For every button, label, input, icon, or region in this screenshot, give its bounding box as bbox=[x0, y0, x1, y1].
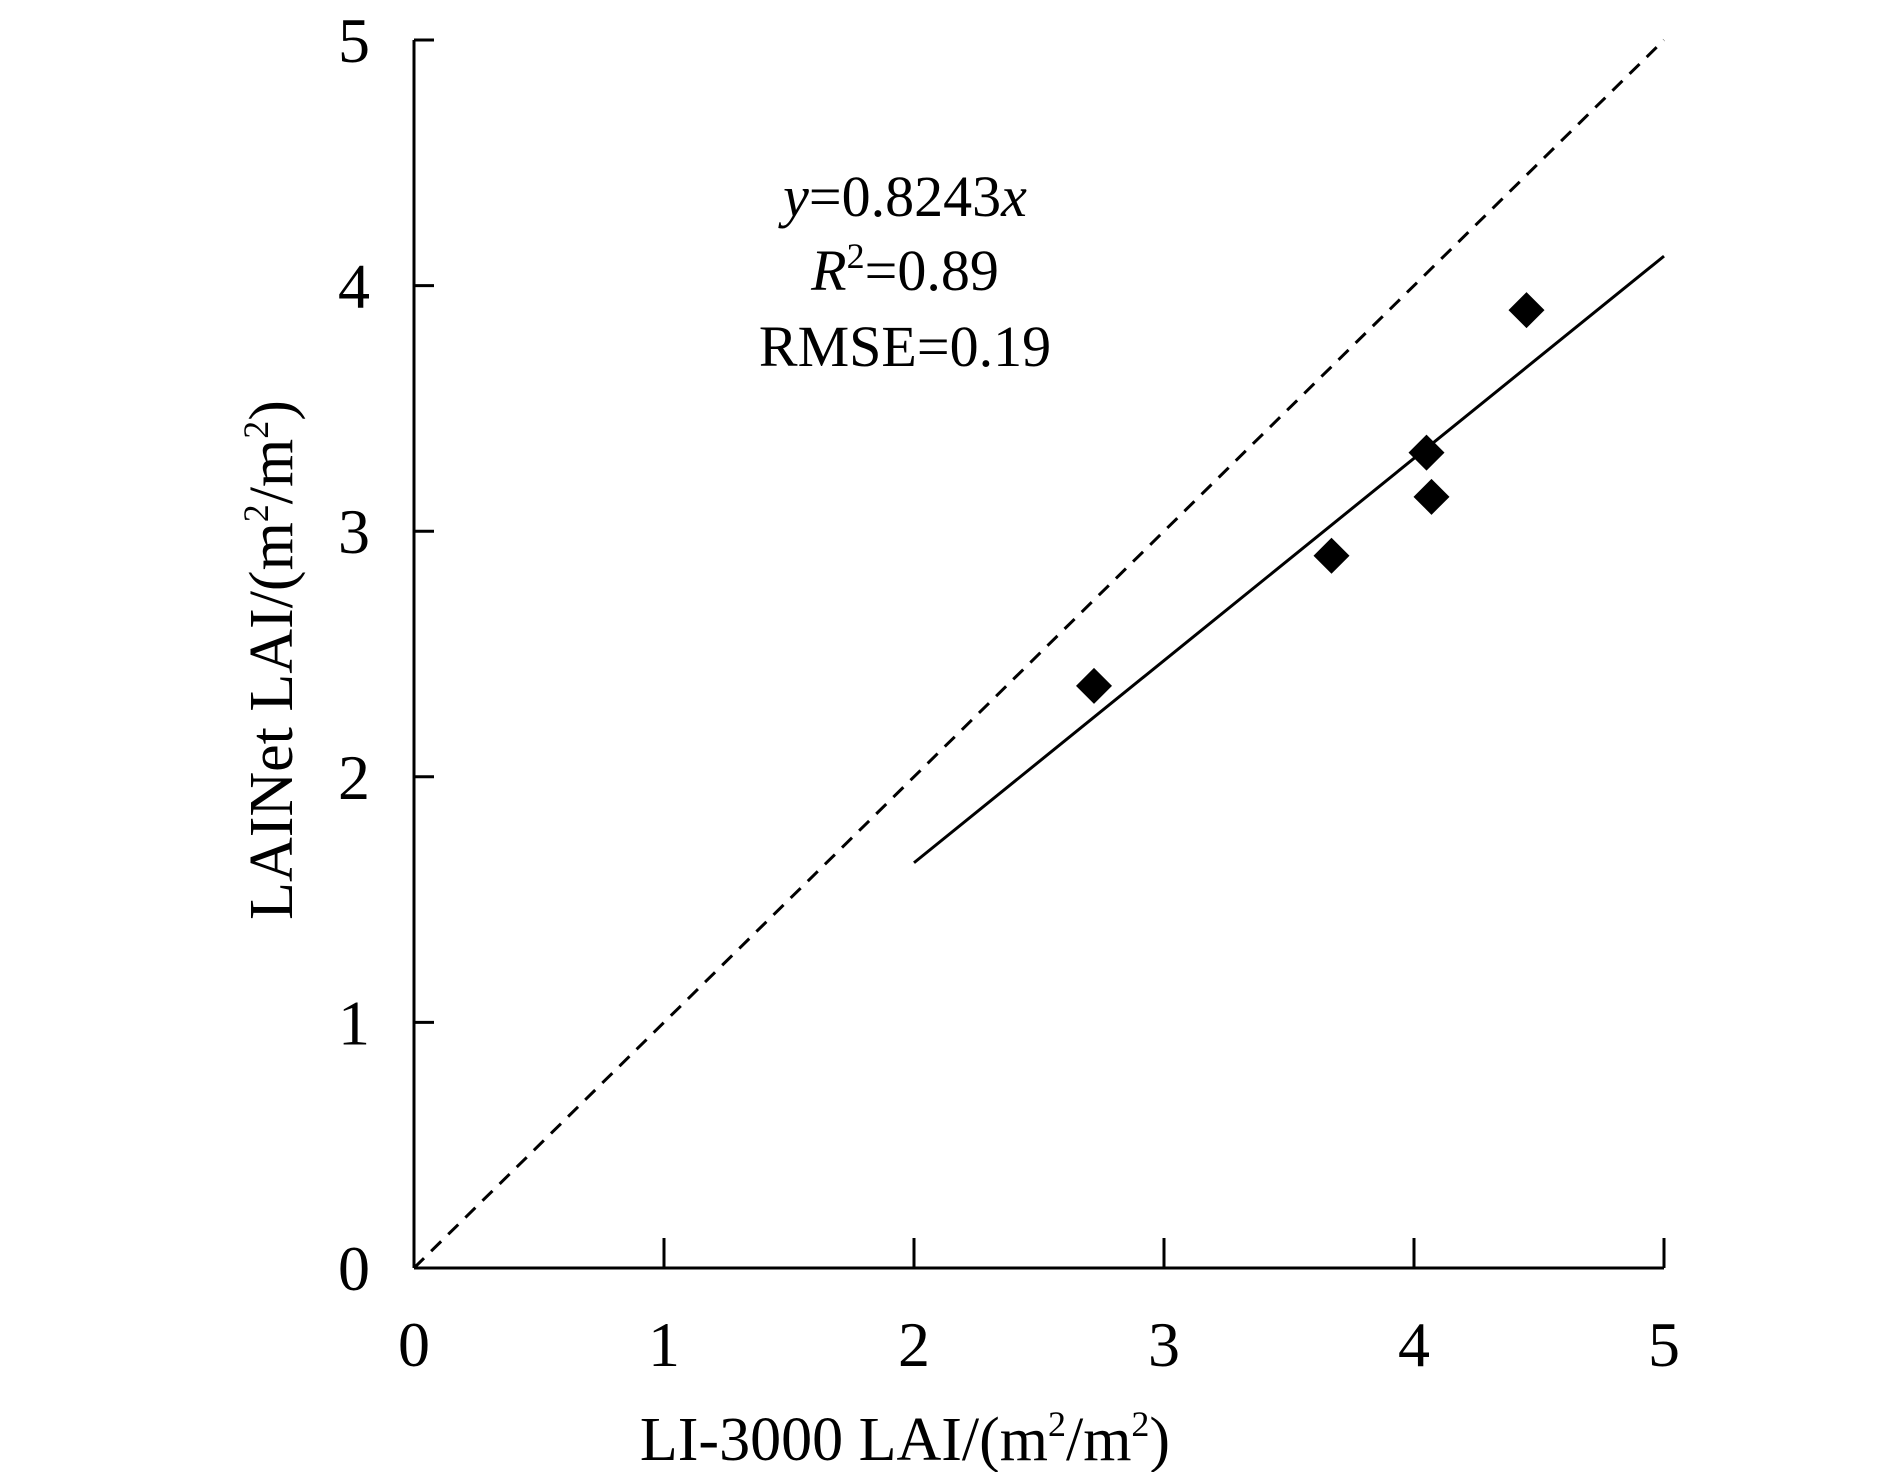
r-squared-var: R bbox=[810, 238, 846, 303]
x-axis-title-end: ) bbox=[1149, 1406, 1170, 1472]
y-tick-label: 2 bbox=[338, 742, 370, 813]
reference-lines bbox=[412, 38, 1666, 1270]
x-axis-ticks: 0 1 2 3 4 5 bbox=[398, 1238, 1680, 1380]
x-axis-title-sup2: 2 bbox=[1131, 1404, 1149, 1444]
y-axis-title-sup2: 2 bbox=[236, 421, 276, 439]
x-tick-label: 0 bbox=[398, 1309, 430, 1380]
one-to-one-dashed-line bbox=[412, 38, 1666, 1270]
r-squared-value: =0.89 bbox=[865, 238, 999, 303]
data-point-diamond bbox=[1413, 478, 1450, 515]
y-axis-title-mid: /m bbox=[238, 439, 306, 504]
equation-var-x: x bbox=[1000, 164, 1027, 229]
data-point-diamond bbox=[1076, 667, 1112, 704]
y-axis-title-main: LAINet LAI/(m bbox=[238, 522, 306, 920]
y-axis-title-sup1: 2 bbox=[236, 504, 276, 522]
r-squared-label: R2=0.89 bbox=[810, 236, 999, 303]
data-point-diamond bbox=[1508, 292, 1545, 329]
x-axis-title-mid: /m bbox=[1066, 1406, 1131, 1472]
y-tick-label: 3 bbox=[338, 496, 370, 567]
data-point-diamond bbox=[1408, 434, 1445, 471]
x-tick-label: 1 bbox=[648, 1309, 680, 1380]
x-tick-label: 3 bbox=[1148, 1309, 1180, 1380]
y-tick-label: 4 bbox=[338, 251, 370, 322]
equation-var-y: y bbox=[778, 164, 809, 229]
rmse-label: RMSE=0.19 bbox=[759, 314, 1051, 379]
equation-label: y=0.8243x bbox=[778, 164, 1027, 229]
data-point-diamond bbox=[1313, 537, 1350, 574]
y-tick-label: 5 bbox=[338, 5, 370, 76]
x-axis-title-sup1: 2 bbox=[1048, 1404, 1066, 1444]
x-tick-label: 4 bbox=[1398, 1309, 1430, 1380]
y-tick-label: 1 bbox=[338, 987, 370, 1058]
x-tick-label: 5 bbox=[1648, 1309, 1680, 1380]
y-axis-title-end: ) bbox=[238, 400, 306, 421]
x-axis-title-main: LI-3000 LAI/(m bbox=[640, 1406, 1048, 1472]
r-squared-sup: 2 bbox=[847, 236, 865, 276]
equation-value: =0.8243 bbox=[809, 164, 1001, 229]
data-points bbox=[1076, 292, 1545, 704]
y-tick-label: 0 bbox=[338, 1233, 370, 1304]
y-axis-title: LAINet LAI/(m2/m2) bbox=[236, 400, 306, 920]
y-axis-ticks: 0 1 2 3 4 5 bbox=[338, 5, 434, 1304]
x-tick-label: 2 bbox=[898, 1309, 930, 1380]
x-axis-title: LI-3000 LAI/(m2/m2) bbox=[640, 1404, 1170, 1472]
regression-line bbox=[913, 254, 1665, 864]
